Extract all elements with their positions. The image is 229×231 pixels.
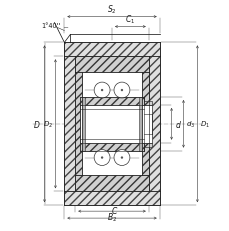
Text: $C$: $C$: [111, 204, 118, 215]
Text: $C_1$: $C_1$: [125, 13, 135, 25]
Bar: [75, 57, 148, 73]
Circle shape: [114, 150, 129, 166]
Text: $D$: $D$: [33, 119, 40, 130]
Bar: [64, 191, 159, 205]
Circle shape: [101, 89, 103, 92]
Text: $B_2$: $B_2$: [106, 211, 117, 223]
Bar: [75, 176, 148, 191]
Text: $S_2$: $S_2$: [107, 3, 116, 15]
Bar: [82, 97, 85, 151]
Bar: [143, 102, 151, 147]
Text: $B_1$: $B_1$: [107, 110, 117, 122]
Bar: [80, 97, 143, 109]
Bar: [64, 43, 159, 57]
Text: $D_2$: $D_2$: [43, 119, 53, 129]
Circle shape: [94, 83, 109, 99]
Bar: [64, 57, 75, 191]
Bar: [141, 73, 148, 176]
Bar: [143, 114, 151, 134]
Bar: [138, 97, 141, 151]
Circle shape: [120, 89, 123, 92]
Circle shape: [101, 157, 103, 159]
Text: $d$: $d$: [174, 119, 181, 130]
Bar: [148, 57, 159, 191]
Circle shape: [94, 150, 109, 166]
Circle shape: [120, 157, 123, 159]
Text: $d_3$: $d_3$: [186, 119, 195, 129]
Bar: [80, 106, 151, 143]
Text: $D_1$: $D_1$: [199, 119, 210, 129]
Bar: [75, 73, 82, 176]
Text: 1°40'': 1°40'': [41, 22, 60, 28]
Bar: [80, 139, 143, 151]
Circle shape: [114, 83, 129, 99]
